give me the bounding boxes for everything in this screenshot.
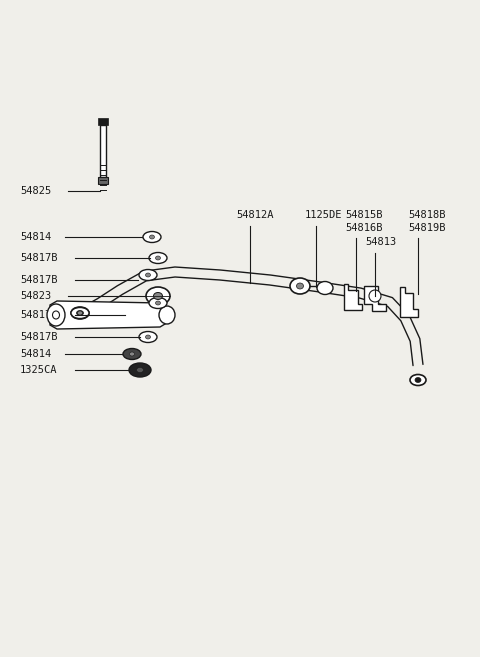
Ellipse shape [129, 363, 151, 377]
Ellipse shape [76, 311, 84, 315]
Ellipse shape [415, 378, 421, 382]
Ellipse shape [317, 281, 333, 294]
Polygon shape [364, 286, 386, 311]
Ellipse shape [297, 283, 303, 289]
Ellipse shape [145, 273, 151, 277]
Polygon shape [400, 287, 418, 317]
Polygon shape [50, 301, 170, 329]
Circle shape [369, 290, 381, 302]
Ellipse shape [136, 367, 144, 373]
Text: 54814: 54814 [20, 349, 51, 359]
Ellipse shape [71, 307, 89, 319]
Ellipse shape [77, 311, 83, 315]
Ellipse shape [156, 301, 160, 305]
Ellipse shape [145, 335, 151, 339]
Text: 54819B: 54819B [408, 223, 445, 233]
Ellipse shape [139, 332, 157, 342]
Ellipse shape [130, 352, 134, 356]
Text: 54813: 54813 [365, 237, 396, 247]
Text: 54812A: 54812A [236, 210, 274, 220]
Text: 54817B: 54817B [20, 275, 58, 285]
Ellipse shape [143, 231, 161, 242]
Bar [98, 177, 108, 184]
Ellipse shape [139, 269, 157, 281]
Ellipse shape [156, 256, 160, 260]
Text: 54817B: 54817B [20, 332, 58, 342]
Ellipse shape [149, 252, 167, 263]
Ellipse shape [149, 298, 167, 309]
Text: 54817B: 54817B [20, 253, 58, 263]
Ellipse shape [71, 307, 89, 319]
Ellipse shape [47, 304, 65, 326]
Text: 54814: 54814 [20, 232, 51, 242]
Ellipse shape [154, 292, 163, 300]
Ellipse shape [159, 306, 175, 324]
Bar [98, 118, 108, 125]
Text: 54815B: 54815B [345, 210, 383, 220]
Polygon shape [344, 284, 362, 310]
Ellipse shape [290, 278, 310, 294]
Text: 54818B: 54818B [408, 210, 445, 220]
Text: 1325CA: 1325CA [20, 365, 58, 375]
Text: 54825: 54825 [20, 186, 51, 196]
Text: 54816B: 54816B [345, 223, 383, 233]
Ellipse shape [52, 311, 60, 319]
Text: 54817B: 54817B [20, 310, 58, 320]
Ellipse shape [149, 235, 155, 239]
Text: 1125DE: 1125DE [305, 210, 343, 220]
Ellipse shape [410, 374, 426, 386]
Text: 54823: 54823 [20, 291, 51, 301]
Ellipse shape [146, 287, 170, 305]
Bar [100, 125, 106, 177]
Ellipse shape [123, 348, 141, 359]
